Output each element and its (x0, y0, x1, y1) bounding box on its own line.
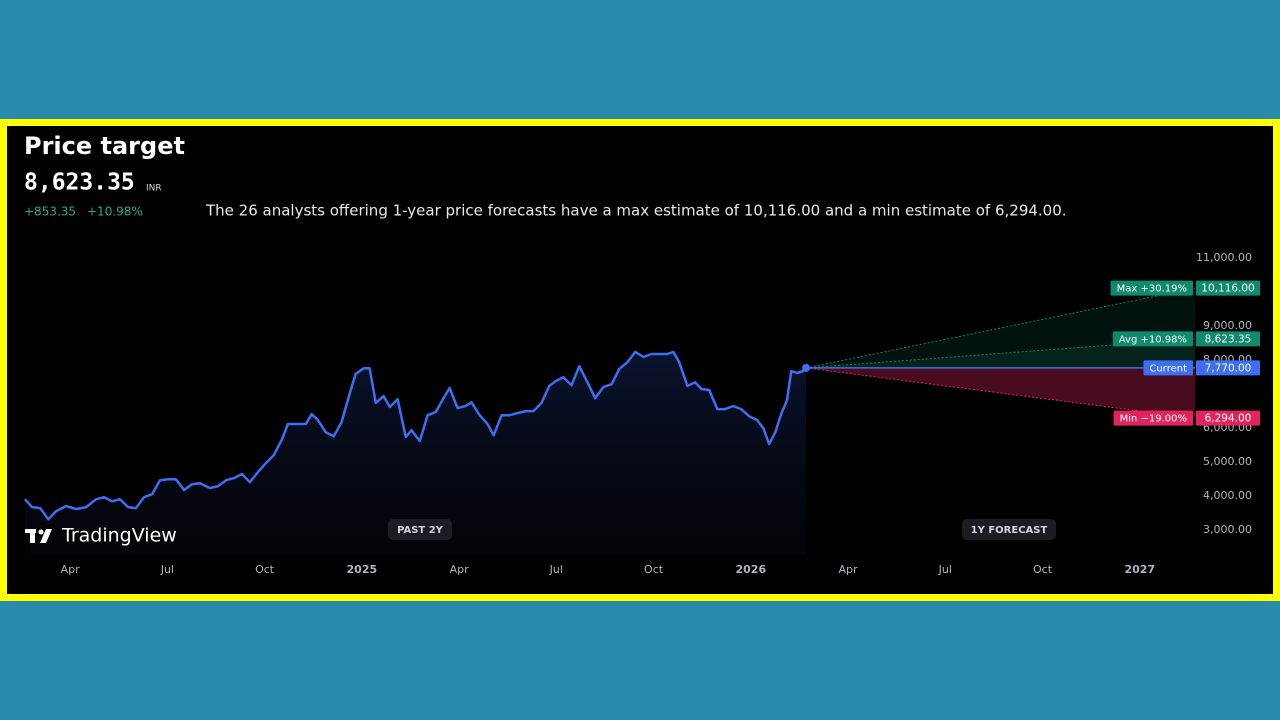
badge: 1Y FORECAST (971, 525, 1048, 536)
x-tick-label: 2026 (735, 563, 766, 576)
logo (25, 529, 52, 543)
label-tag: Max +30.19% (1117, 284, 1187, 295)
label-tag: Avg +10.98% (1119, 334, 1187, 345)
value-tag: 7,770.00 (1205, 362, 1252, 374)
current-point (802, 363, 811, 372)
plot: 3,000.004,000.005,000.006,000.008,000.00… (24, 251, 1260, 576)
description: The 26 analysts offering 1-year price fo… (205, 202, 1067, 220)
price: 8,623.35 (24, 170, 135, 196)
x-tick-label: Jul (549, 563, 563, 576)
y-tick-label: 9,000.00 (1203, 319, 1252, 332)
value-tag-box (1196, 280, 1260, 296)
forecast-zone (806, 367, 1195, 419)
x-tick-label: Apr (839, 563, 859, 576)
change-pct: +10.98% (87, 205, 143, 219)
y-tick-label: 3,000.00 (1203, 523, 1252, 536)
past-area (25, 351, 806, 555)
title: Price target (24, 132, 185, 160)
x-tick-label: Jul (938, 563, 952, 576)
label-tag-box (1110, 280, 1193, 296)
logo-part (30, 529, 35, 543)
label-tag: Current (1149, 363, 1187, 374)
change: +853.35 (24, 205, 76, 219)
value-tag: 6,294.00 (1205, 413, 1252, 425)
x-tick-label: Oct (255, 563, 275, 576)
y-tick-label: 5,000.00 (1203, 455, 1252, 468)
x-tick-label: Jul (160, 563, 174, 576)
x-tick-label: Apr (61, 563, 81, 576)
label-tag-box (1112, 331, 1193, 347)
logo-part (40, 529, 52, 543)
x-tick-label: Oct (644, 563, 664, 576)
badge-box (388, 519, 452, 540)
x-tick-label: Oct (1033, 563, 1053, 576)
value-tag-box (1196, 331, 1260, 347)
badge-box (962, 519, 1056, 540)
y-tick-label: 4,000.00 (1203, 489, 1252, 502)
value-tag: 8,623.35 (1205, 333, 1252, 345)
value-tag-box (1196, 410, 1260, 426)
price-line (24, 350, 807, 521)
x-tick-label: Apr (450, 563, 470, 576)
label-tag: Min −19.00% (1120, 414, 1187, 425)
label-tag-box (1113, 410, 1193, 426)
forecast-line (805, 367, 1196, 419)
watermark: TradingView (61, 525, 177, 547)
x-tick-label: 2025 (347, 563, 378, 576)
y-tick-label: 11,000.00 (1196, 251, 1252, 264)
logo-part (38, 529, 44, 535)
x-tick-label: 2027 (1124, 563, 1155, 576)
value-tag: 10,116.00 (1201, 283, 1254, 295)
currency: INR (146, 184, 162, 194)
label-tag-box (1143, 360, 1193, 376)
badge: PAST 2Y (397, 525, 444, 536)
value-tag-box (1196, 360, 1260, 376)
